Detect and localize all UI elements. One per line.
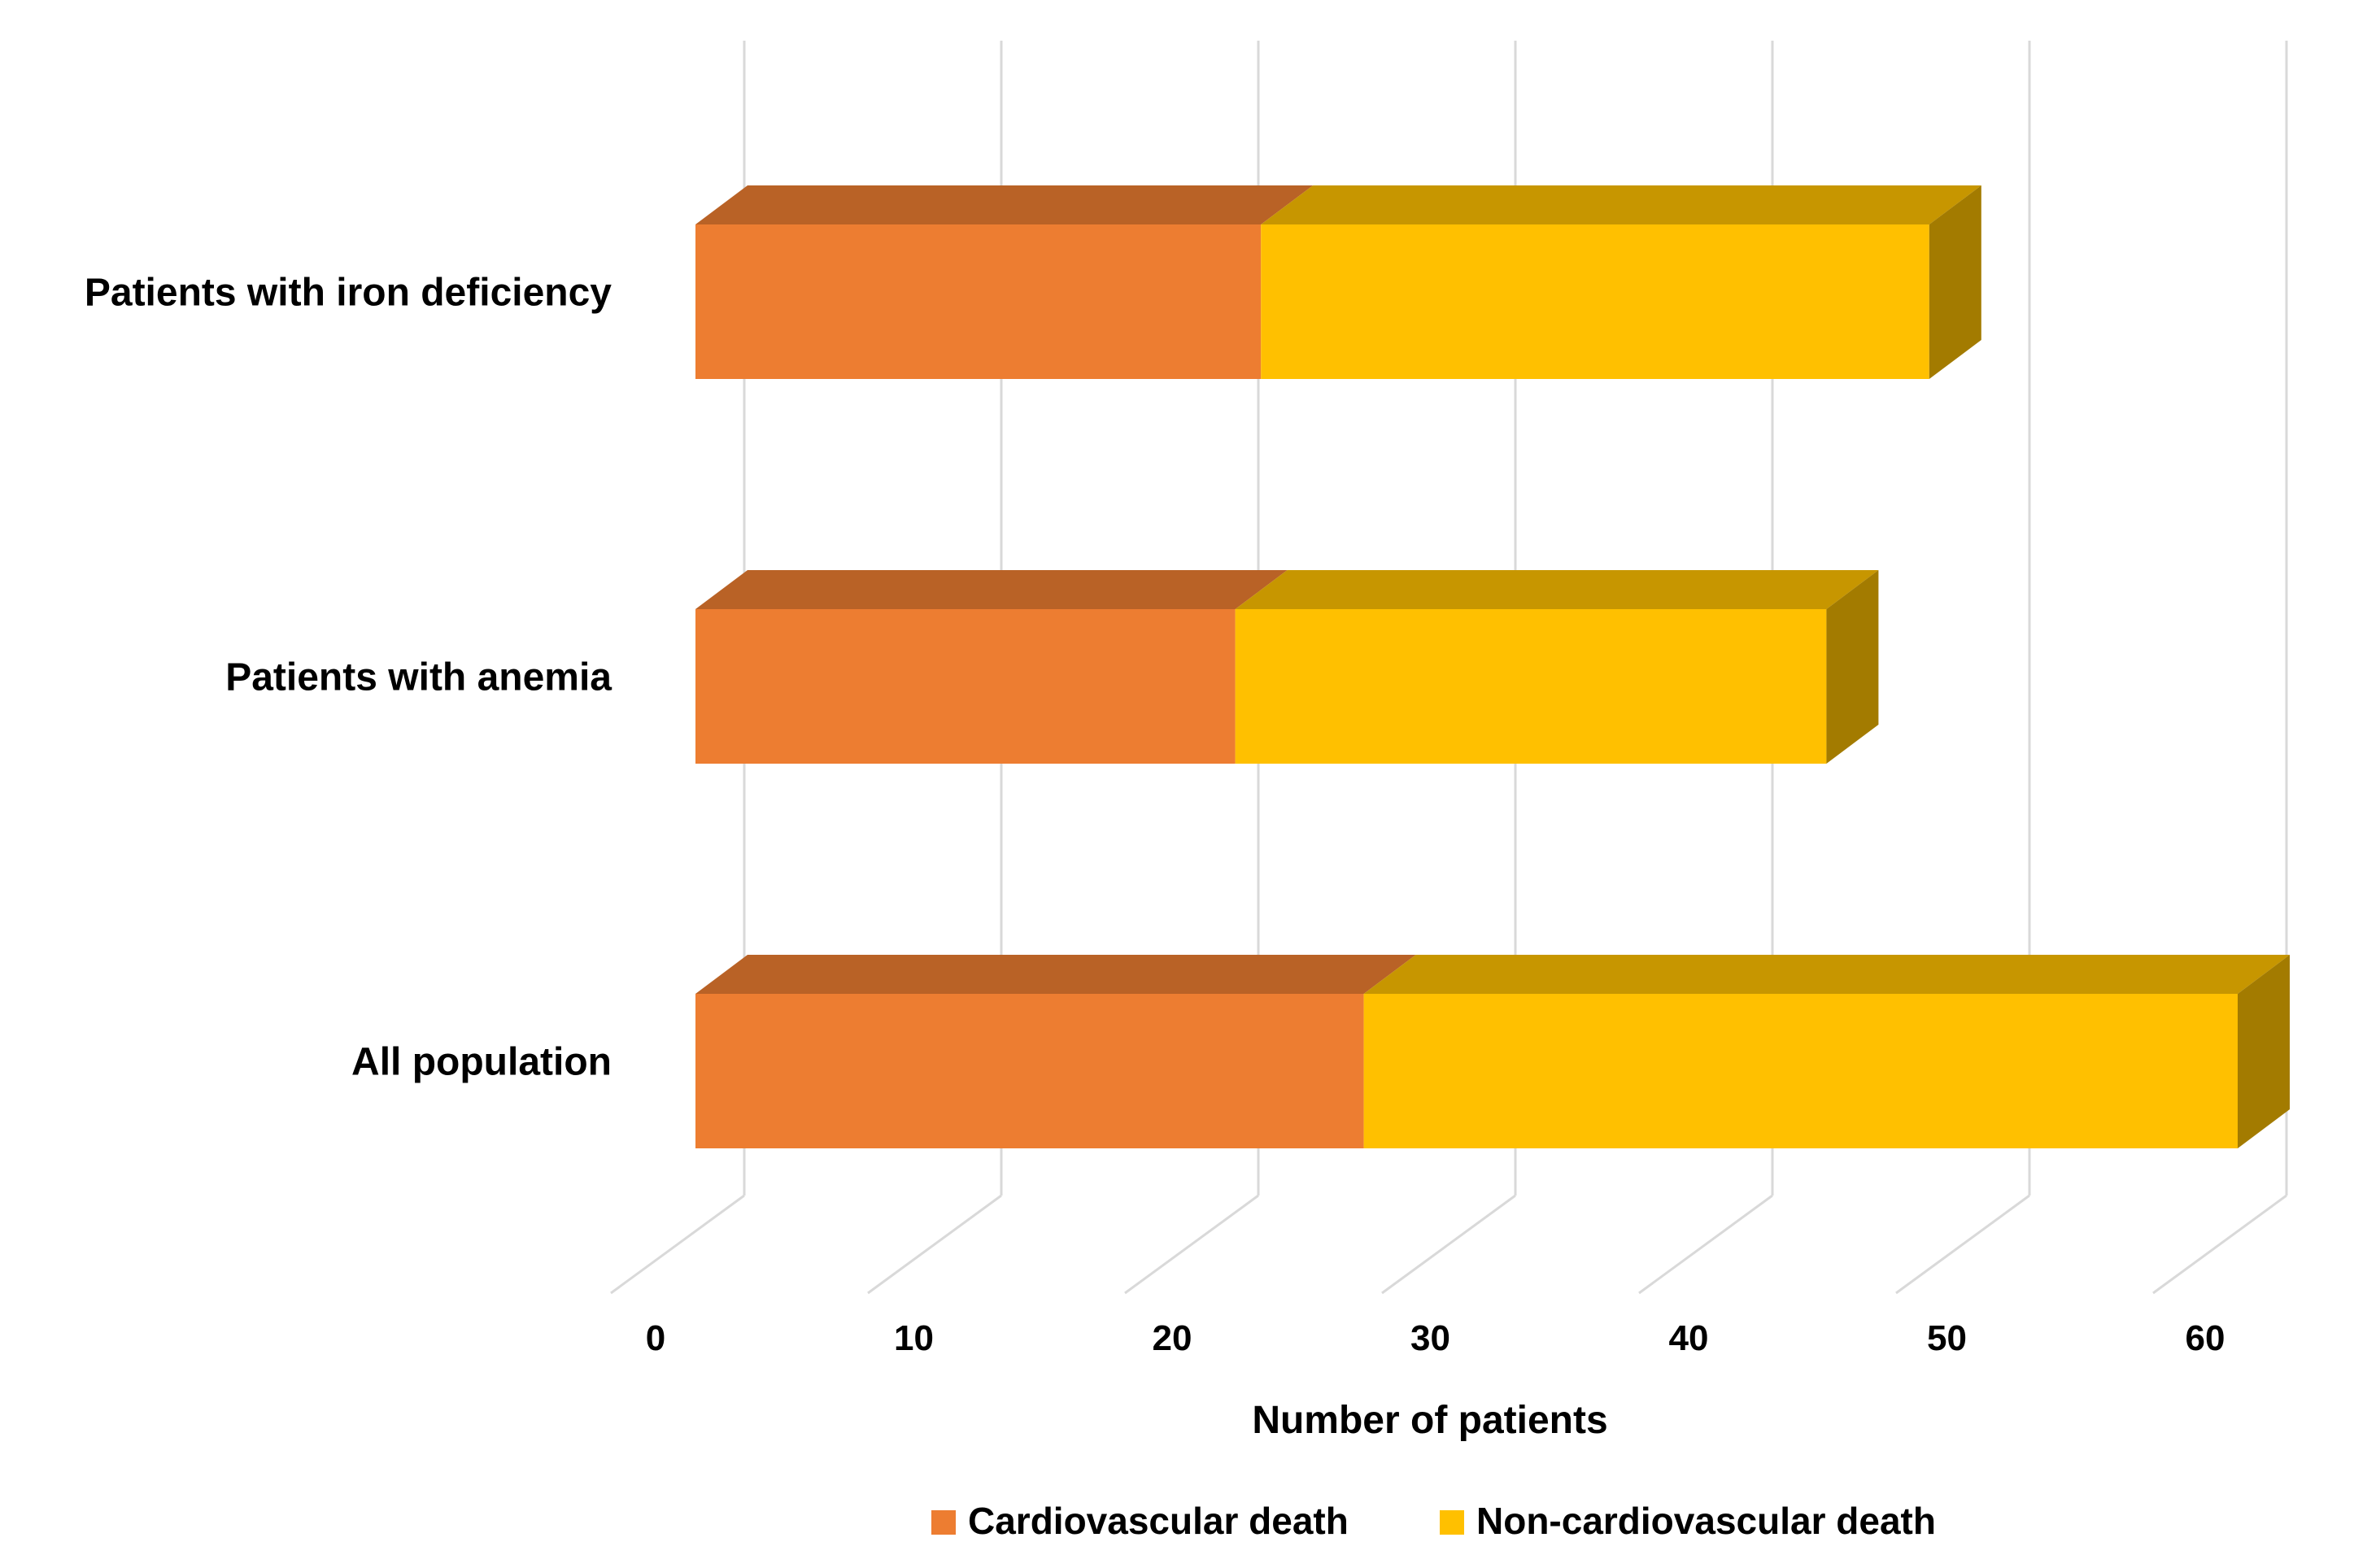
gridline-floor-10: [867, 1194, 1002, 1295]
legend: Cardiovascular death Non-cardiovascular d…: [931, 1500, 1936, 1542]
bar-side-2: [2238, 955, 2290, 1148]
bar-segment-2-1: [1363, 994, 2238, 1148]
legend-swatch-1: [1440, 1510, 1464, 1535]
gridline-floor-20: [1124, 1194, 1259, 1295]
bar-segment-0-1: [1261, 224, 1929, 379]
bar-top-1-0: [695, 570, 1288, 609]
x-tick-label-60: 60: [2186, 1318, 2225, 1358]
gridline-floor-0: [610, 1194, 745, 1295]
bar-segment-2-0: [695, 994, 1364, 1148]
legend-item-1: Non-cardiovascular death: [1440, 1500, 1936, 1542]
category-label-1: Patients with anemia: [225, 656, 612, 699]
x-axis-title: Number of patients: [1252, 1399, 1607, 1442]
bars: [695, 185, 2290, 1148]
x-tick-label-20: 20: [1153, 1318, 1192, 1358]
bar-top-2-0: [695, 955, 1416, 994]
category-label-0: Patients with iron deficiency: [85, 272, 612, 315]
bar-top-2-1: [1363, 955, 2290, 994]
legend-label-1: Non-cardiovascular death: [1476, 1500, 1936, 1542]
x-tick-label-50: 50: [1927, 1318, 1967, 1358]
bar-group-0: [695, 185, 1981, 379]
gridline-floor-40: [1638, 1194, 1773, 1295]
bar-top-0-1: [1261, 185, 1981, 224]
x-tick-label-30: 30: [1410, 1318, 1450, 1358]
x-tick-label-0: 0: [646, 1318, 665, 1358]
bar-segment-1-1: [1235, 609, 1827, 764]
category-label-2: All population: [351, 1041, 612, 1084]
bar-side-0: [1929, 185, 1981, 379]
bar-group-1: [695, 570, 1879, 764]
bar-segment-0-0: [695, 224, 1262, 379]
legend-label-0: Cardiovascular death: [968, 1500, 1349, 1542]
bar-top-1-1: [1235, 570, 1879, 609]
category-labels: Patients with iron deficiency Patients wi…: [85, 272, 612, 1084]
legend-swatch-0: [931, 1510, 956, 1535]
x-tick-label-10: 10: [894, 1318, 934, 1358]
gridline-floor-60: [2152, 1194, 2287, 1295]
bar-top-0-0: [695, 185, 1314, 224]
bar-group-2: [695, 955, 2290, 1148]
x-axis-ticks: 0 10 20 30 40 50 60: [646, 1318, 2225, 1358]
gridline-floor-50: [1895, 1194, 2030, 1295]
x-tick-label-40: 40: [1669, 1318, 1709, 1358]
gridline-floor-30: [1381, 1194, 1516, 1295]
bar-segment-1-0: [695, 609, 1236, 764]
bar-side-1: [1826, 570, 1879, 764]
legend-item-0: Cardiovascular death: [931, 1500, 1349, 1542]
